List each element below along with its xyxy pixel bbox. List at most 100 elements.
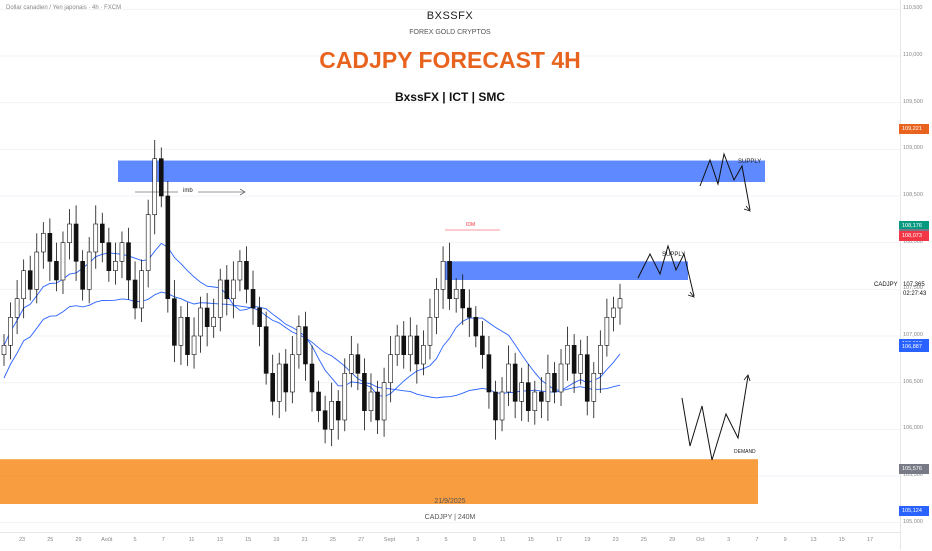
candle	[152, 158, 158, 215]
price-tag: 109,221	[899, 123, 929, 134]
candle	[506, 363, 511, 393]
price-axis[interactable]	[900, 0, 932, 550]
x-tick-label: 19	[584, 537, 591, 543]
candle	[8, 317, 13, 346]
candle	[263, 326, 269, 374]
demand-zone-label: DEMAND	[734, 449, 756, 455]
candle	[335, 401, 341, 421]
price-tag: 105,124	[899, 506, 929, 517]
candle	[381, 382, 387, 421]
candle	[611, 307, 616, 318]
candle	[86, 251, 92, 290]
candle	[578, 354, 583, 374]
candle	[165, 195, 171, 299]
candle	[47, 233, 53, 262]
projection-path	[699, 152, 751, 211]
supply-zone-label: SUPPLY	[738, 159, 762, 165]
x-tick-label: 15	[527, 537, 534, 543]
x-tick-label: 27	[358, 537, 365, 543]
x-tick-label: 9	[472, 537, 476, 543]
brand-subtitle: FOREX GOLD CRYPTOS	[409, 29, 491, 36]
x-tick-label: 11	[188, 537, 195, 543]
symbol-description: Dollar canadien / Yen japonais · 4h · FX…	[6, 5, 122, 11]
candle	[368, 391, 374, 411]
candle	[283, 363, 289, 393]
chart-tagline: BxssFX | ICT | SMC	[394, 90, 506, 104]
x-tick-label: 25	[47, 537, 54, 543]
x-tick-label: 7	[161, 537, 165, 543]
candle	[14, 298, 20, 318]
y-tick-label: 109,500	[903, 98, 923, 105]
x-tick-label: 3	[727, 537, 731, 543]
y-tick-label: 109,000	[903, 145, 923, 152]
candle	[447, 261, 452, 299]
candle	[270, 373, 275, 402]
price-chart[interactable]	[0, 0, 900, 532]
idm-label: IDM	[466, 222, 476, 228]
candle	[394, 335, 400, 355]
candle	[427, 317, 433, 346]
x-tick-label: 13	[810, 537, 817, 543]
projection-path	[637, 244, 695, 297]
x-tick-label: 29	[75, 537, 82, 543]
candle	[309, 363, 315, 393]
candle	[525, 382, 531, 411]
x-tick-label: 15	[245, 537, 252, 543]
candle	[250, 289, 256, 309]
candle	[565, 345, 570, 365]
supply-zone-label: SUPPLY	[662, 252, 686, 258]
candle	[329, 401, 334, 430]
candle	[388, 354, 393, 383]
candle	[571, 345, 577, 374]
candle	[139, 270, 144, 309]
arrowhead	[687, 291, 696, 298]
candle	[584, 354, 590, 402]
candle	[322, 410, 328, 430]
demand-zone	[0, 459, 758, 504]
x-tick-label: 7	[755, 537, 759, 543]
y-tick-label: 106,000	[903, 425, 923, 432]
arrowhead	[743, 205, 752, 212]
candle	[407, 335, 413, 355]
y-tick-label: 106,500	[903, 378, 923, 385]
watermark-date: 21/9/2025	[434, 498, 466, 505]
candle	[480, 335, 485, 355]
brand-name: BXSSFX	[426, 10, 474, 22]
candle	[204, 307, 210, 327]
candle	[421, 345, 426, 365]
candle	[126, 242, 131, 281]
candle	[617, 298, 623, 309]
candle	[512, 363, 518, 402]
price-tag: 108,176	[899, 221, 929, 232]
candle	[106, 242, 112, 271]
candle	[290, 354, 295, 393]
candle	[231, 279, 236, 299]
zone-layer	[0, 160, 765, 504]
current-symbol-label: CADJPY	[874, 282, 898, 288]
time-axis[interactable]	[0, 532, 900, 551]
x-tick-label: 25	[329, 537, 336, 543]
x-tick-label: 5	[444, 537, 448, 543]
y-tick-label: 107,000	[903, 332, 923, 338]
candle	[41, 233, 46, 253]
candle	[54, 261, 59, 281]
x-tick-label: 19	[273, 537, 280, 543]
candle	[158, 158, 164, 197]
candle	[440, 261, 446, 290]
candle	[473, 317, 479, 337]
projection-path	[681, 375, 749, 461]
x-tick-label: 29	[669, 537, 676, 543]
candle	[276, 363, 282, 402]
candle	[34, 251, 40, 290]
imbalance-label: imb	[183, 188, 193, 194]
candle	[349, 354, 354, 374]
candle	[93, 223, 99, 253]
candle	[519, 382, 525, 402]
candle	[486, 354, 492, 393]
watermark-symbol: CADJPY | 240M	[424, 514, 476, 521]
y-tick-label: 108,000	[903, 238, 923, 245]
candle	[558, 363, 564, 393]
drawing-layer	[135, 152, 752, 461]
x-tick-label: 17	[866, 537, 874, 543]
candle	[244, 261, 249, 290]
